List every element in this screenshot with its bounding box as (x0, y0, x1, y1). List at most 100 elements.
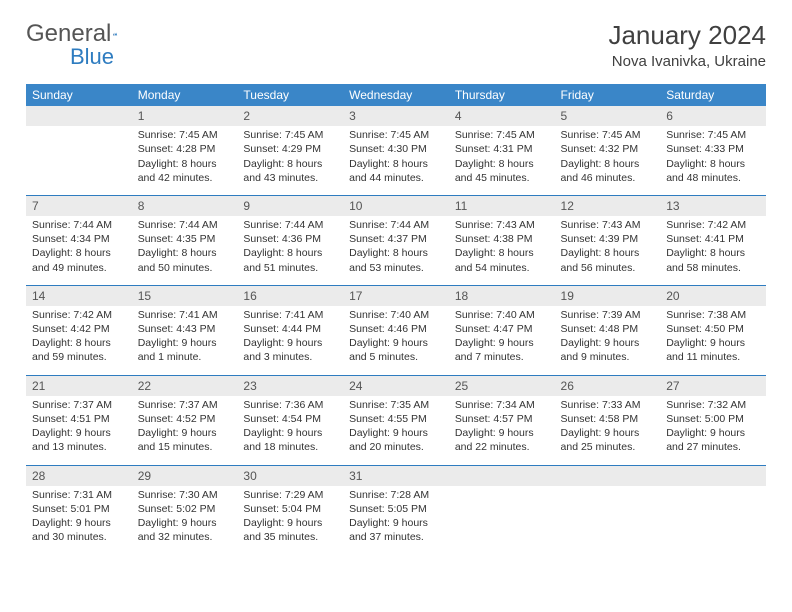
day-body: Sunrise: 7:41 AMSunset: 4:44 PMDaylight:… (237, 306, 343, 375)
sunset-line: Sunset: 4:51 PM (32, 412, 126, 426)
sunset-line: Sunset: 4:31 PM (455, 142, 549, 156)
calendar-day-cell: 14Sunrise: 7:42 AMSunset: 4:42 PMDayligh… (26, 285, 132, 375)
day-body: Sunrise: 7:31 AMSunset: 5:01 PMDaylight:… (26, 486, 132, 555)
day-number: 8 (132, 196, 238, 216)
day-number: 22 (132, 376, 238, 396)
day-number: 21 (26, 376, 132, 396)
daylight-line: Daylight: 8 hours and 48 minutes. (666, 157, 760, 185)
calendar-day-cell: 19Sunrise: 7:39 AMSunset: 4:48 PMDayligh… (555, 285, 661, 375)
sunrise-line: Sunrise: 7:41 AM (243, 308, 337, 322)
day-number: 28 (26, 466, 132, 486)
sunset-line: Sunset: 4:54 PM (243, 412, 337, 426)
daylight-line: Daylight: 9 hours and 32 minutes. (138, 516, 232, 544)
daylight-line: Daylight: 8 hours and 44 minutes. (349, 157, 443, 185)
day-number: 19 (555, 286, 661, 306)
day-number-empty (26, 106, 132, 126)
sunrise-line: Sunrise: 7:45 AM (666, 128, 760, 142)
location-text: Nova Ivanivka, Ukraine (608, 53, 766, 70)
flag-icon (113, 24, 117, 44)
sunrise-line: Sunrise: 7:34 AM (455, 398, 549, 412)
day-number: 11 (449, 196, 555, 216)
daylight-line: Daylight: 8 hours and 59 minutes. (32, 336, 126, 364)
daylight-line: Daylight: 9 hours and 20 minutes. (349, 426, 443, 454)
daylight-line: Daylight: 9 hours and 15 minutes. (138, 426, 232, 454)
day-number: 10 (343, 196, 449, 216)
calendar-day-cell: 28Sunrise: 7:31 AMSunset: 5:01 PMDayligh… (26, 465, 132, 554)
day-header-row: SundayMondayTuesdayWednesdayThursdayFrid… (26, 84, 766, 106)
day-number: 15 (132, 286, 238, 306)
calendar-day-cell: 27Sunrise: 7:32 AMSunset: 5:00 PMDayligh… (660, 375, 766, 465)
daylight-line: Daylight: 8 hours and 58 minutes. (666, 246, 760, 274)
day-body: Sunrise: 7:43 AMSunset: 4:39 PMDaylight:… (555, 216, 661, 285)
sunset-line: Sunset: 4:29 PM (243, 142, 337, 156)
day-number-empty (449, 466, 555, 486)
daylight-line: Daylight: 8 hours and 56 minutes. (561, 246, 655, 274)
sunrise-line: Sunrise: 7:28 AM (349, 488, 443, 502)
day-body: Sunrise: 7:36 AMSunset: 4:54 PMDaylight:… (237, 396, 343, 465)
day-number: 30 (237, 466, 343, 486)
day-number: 18 (449, 286, 555, 306)
daylight-line: Daylight: 8 hours and 50 minutes. (138, 246, 232, 274)
day-header: Thursday (449, 84, 555, 106)
daylight-line: Daylight: 8 hours and 46 minutes. (561, 157, 655, 185)
calendar-day-cell: 21Sunrise: 7:37 AMSunset: 4:51 PMDayligh… (26, 375, 132, 465)
day-body: Sunrise: 7:44 AMSunset: 4:37 PMDaylight:… (343, 216, 449, 285)
day-body: Sunrise: 7:45 AMSunset: 4:33 PMDaylight:… (660, 126, 766, 195)
sunset-line: Sunset: 4:46 PM (349, 322, 443, 336)
day-number: 23 (237, 376, 343, 396)
day-body: Sunrise: 7:34 AMSunset: 4:57 PMDaylight:… (449, 396, 555, 465)
calendar-day-cell: 2Sunrise: 7:45 AMSunset: 4:29 PMDaylight… (237, 106, 343, 195)
daylight-line: Daylight: 9 hours and 5 minutes. (349, 336, 443, 364)
day-number: 7 (26, 196, 132, 216)
day-body: Sunrise: 7:45 AMSunset: 4:30 PMDaylight:… (343, 126, 449, 195)
sunrise-line: Sunrise: 7:45 AM (138, 128, 232, 142)
day-body: Sunrise: 7:32 AMSunset: 5:00 PMDaylight:… (660, 396, 766, 465)
page-title: January 2024 (608, 20, 766, 51)
calendar-day-cell: 23Sunrise: 7:36 AMSunset: 4:54 PMDayligh… (237, 375, 343, 465)
day-body: Sunrise: 7:42 AMSunset: 4:42 PMDaylight:… (26, 306, 132, 375)
sunset-line: Sunset: 4:48 PM (561, 322, 655, 336)
daylight-line: Daylight: 9 hours and 18 minutes. (243, 426, 337, 454)
daylight-line: Daylight: 8 hours and 54 minutes. (455, 246, 549, 274)
calendar-day-cell: 17Sunrise: 7:40 AMSunset: 4:46 PMDayligh… (343, 285, 449, 375)
day-body: Sunrise: 7:40 AMSunset: 4:47 PMDaylight:… (449, 306, 555, 375)
calendar-day-cell: 20Sunrise: 7:38 AMSunset: 4:50 PMDayligh… (660, 285, 766, 375)
day-number: 2 (237, 106, 343, 126)
calendar-day-cell: 6Sunrise: 7:45 AMSunset: 4:33 PMDaylight… (660, 106, 766, 195)
day-number: 4 (449, 106, 555, 126)
day-body: Sunrise: 7:39 AMSunset: 4:48 PMDaylight:… (555, 306, 661, 375)
daylight-line: Daylight: 9 hours and 11 minutes. (666, 336, 760, 364)
header: General Blue January 2024 Nova Ivanivka,… (26, 20, 766, 70)
calendar-day-cell: 3Sunrise: 7:45 AMSunset: 4:30 PMDaylight… (343, 106, 449, 195)
day-body: Sunrise: 7:44 AMSunset: 4:35 PMDaylight:… (132, 216, 238, 285)
calendar-day-cell: 29Sunrise: 7:30 AMSunset: 5:02 PMDayligh… (132, 465, 238, 554)
sunrise-line: Sunrise: 7:36 AM (243, 398, 337, 412)
day-body: Sunrise: 7:41 AMSunset: 4:43 PMDaylight:… (132, 306, 238, 375)
sunrise-line: Sunrise: 7:45 AM (349, 128, 443, 142)
sunrise-line: Sunrise: 7:44 AM (243, 218, 337, 232)
sunrise-line: Sunrise: 7:41 AM (138, 308, 232, 322)
sunrise-line: Sunrise: 7:44 AM (349, 218, 443, 232)
day-body: Sunrise: 7:43 AMSunset: 4:38 PMDaylight:… (449, 216, 555, 285)
daylight-line: Daylight: 9 hours and 9 minutes. (561, 336, 655, 364)
daylight-line: Daylight: 9 hours and 3 minutes. (243, 336, 337, 364)
daylight-line: Daylight: 8 hours and 51 minutes. (243, 246, 337, 274)
day-body: Sunrise: 7:29 AMSunset: 5:04 PMDaylight:… (237, 486, 343, 555)
daylight-line: Daylight: 9 hours and 1 minute. (138, 336, 232, 364)
sunset-line: Sunset: 4:52 PM (138, 412, 232, 426)
day-header: Sunday (26, 84, 132, 106)
calendar-day-cell: 12Sunrise: 7:43 AMSunset: 4:39 PMDayligh… (555, 195, 661, 285)
day-number: 13 (660, 196, 766, 216)
sunrise-line: Sunrise: 7:37 AM (138, 398, 232, 412)
day-number-empty (660, 466, 766, 486)
day-body: Sunrise: 7:37 AMSunset: 4:51 PMDaylight:… (26, 396, 132, 465)
day-number-empty (555, 466, 661, 486)
day-body: Sunrise: 7:38 AMSunset: 4:50 PMDaylight:… (660, 306, 766, 375)
sunset-line: Sunset: 4:34 PM (32, 232, 126, 246)
daylight-line: Daylight: 9 hours and 22 minutes. (455, 426, 549, 454)
sunrise-line: Sunrise: 7:40 AM (349, 308, 443, 322)
daylight-line: Daylight: 9 hours and 27 minutes. (666, 426, 760, 454)
sunset-line: Sunset: 5:04 PM (243, 502, 337, 516)
daylight-line: Daylight: 8 hours and 49 minutes. (32, 246, 126, 274)
calendar-day-cell (449, 465, 555, 554)
